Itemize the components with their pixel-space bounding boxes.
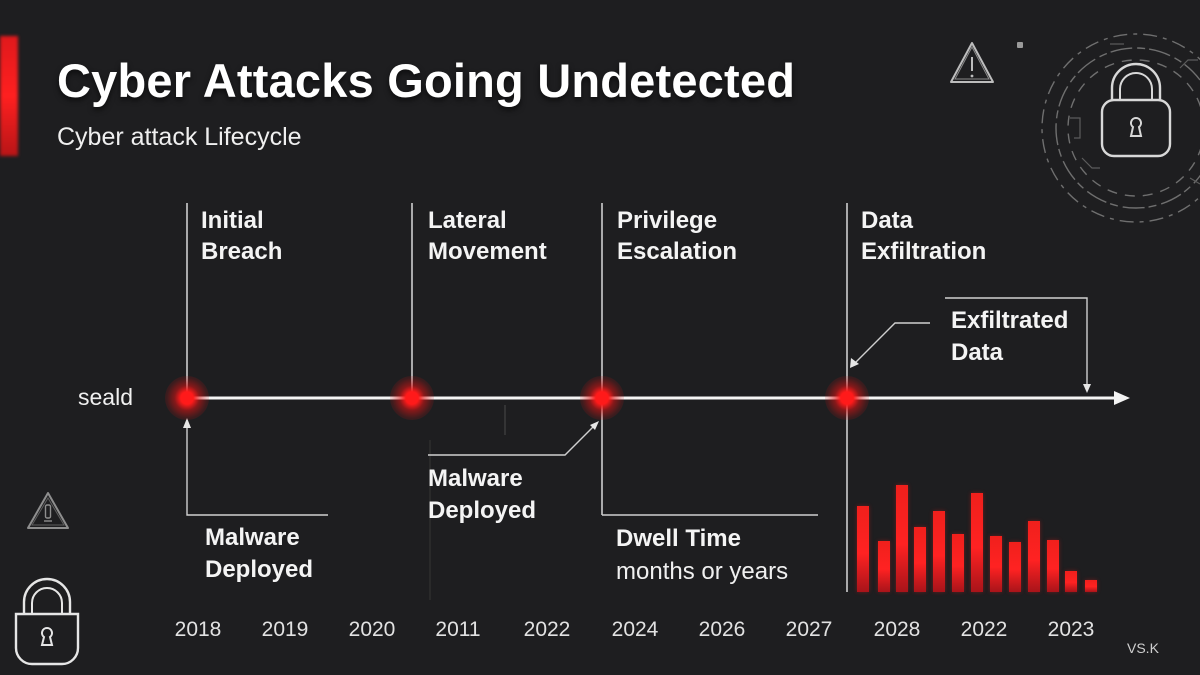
annotation-dwell-time-subtitle: months or years [616, 558, 789, 585]
annotation-malware-deployed-2: Malware Deployed [428, 465, 537, 524]
page-subtitle: Cyber attack Lifecycle [57, 123, 302, 151]
circuit-ring-decoration [1041, 33, 1200, 223]
page-title: Cyber Attacks Going Undetected [57, 54, 796, 107]
annotation-dwell-time-title: Dwell Time [616, 525, 741, 552]
phase-label-lateral-movement: Lateral Movement [428, 207, 547, 265]
chart-bar [933, 511, 945, 592]
timeline-node-lateral-movement[interactable] [390, 376, 434, 420]
warning-triangle-icon [950, 42, 994, 83]
chart-bar [1009, 542, 1021, 592]
chart-bar [1028, 521, 1040, 592]
chart-bar [971, 493, 983, 592]
exfiltration-bar-chart [855, 470, 1105, 592]
timeline-node-privilege-escalation[interactable] [580, 376, 624, 420]
annotation-malware-deployed-1: Malware Deployed [205, 524, 314, 583]
padlock-icon [14, 577, 80, 666]
timeline-node-data-exfiltration[interactable] [825, 376, 869, 420]
author-signature: VS.K [1127, 640, 1159, 656]
phase-label-privilege-escalation: Privilege Escalation [617, 207, 738, 265]
chart-bar [1047, 540, 1059, 592]
dot-decoration [1017, 42, 1023, 48]
chart-bar [1085, 580, 1097, 592]
chart-bar [1065, 571, 1077, 592]
chart-bar [952, 534, 964, 592]
timeline-axis-label: seald [78, 384, 133, 410]
phase-label-initial-breach: Initial Breach [201, 207, 283, 265]
chart-bar [878, 541, 890, 592]
chart-bar [896, 485, 908, 592]
phase-label-data-exfiltration: Data Exfiltration [861, 207, 987, 265]
chart-bar [914, 527, 926, 592]
padlock-icon [1100, 62, 1172, 158]
warning-triangle-icon [27, 492, 69, 529]
chart-bar [990, 536, 1002, 592]
chart-bar [857, 506, 869, 592]
timeline-node-initial-breach[interactable] [165, 376, 209, 420]
annotation-exfiltrated-data: Exfiltrated Data [951, 307, 1069, 366]
accent-bar [0, 36, 18, 156]
